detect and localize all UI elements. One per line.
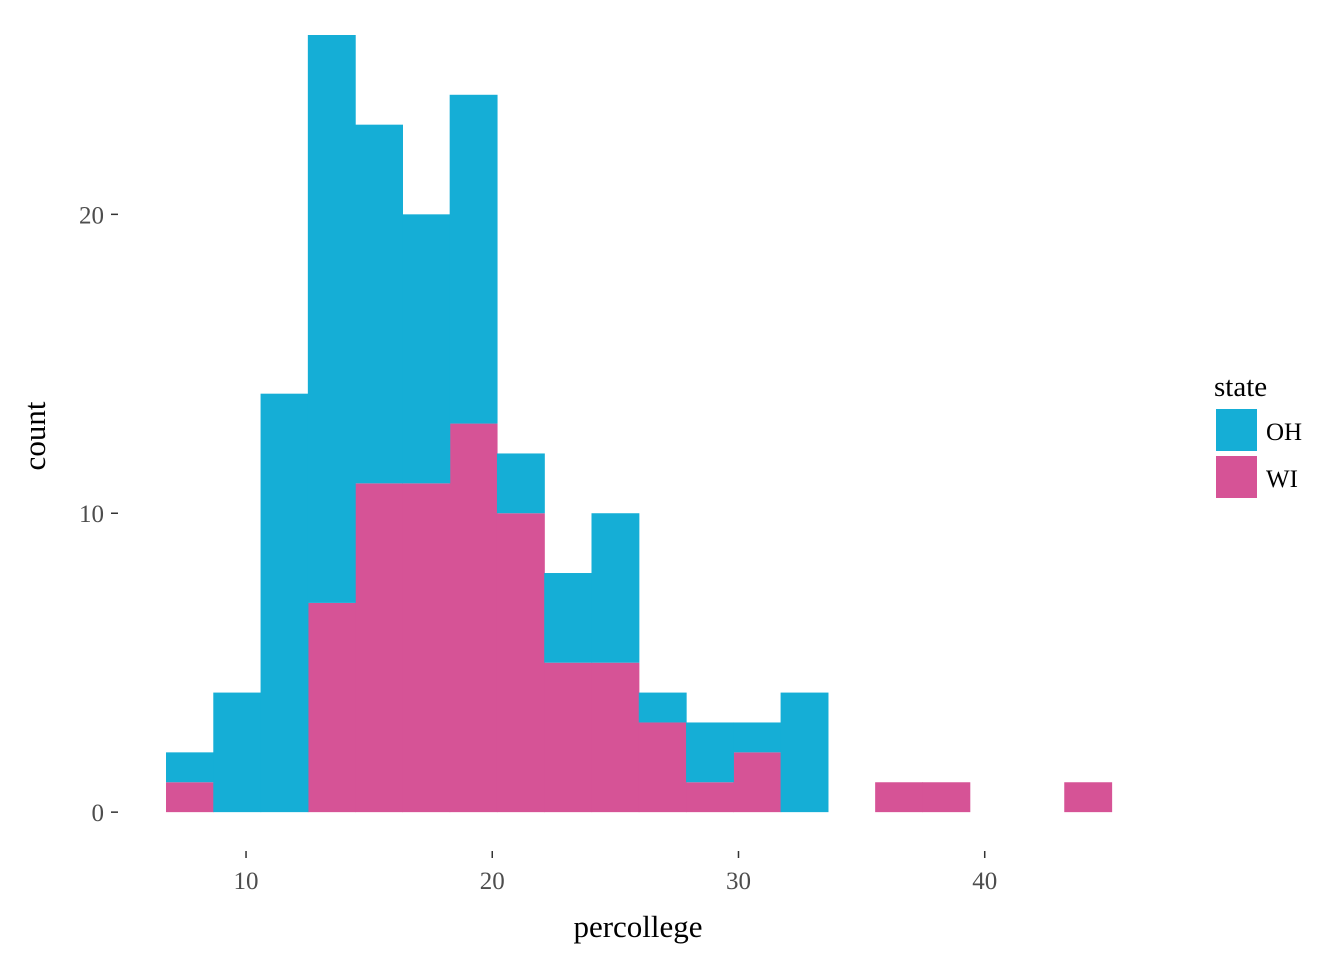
bar-wi-6 (449, 423, 498, 813)
bar-wi-19 (1064, 782, 1113, 813)
bar-oh-11 (686, 722, 734, 783)
x-tick-label-30: 30 (726, 868, 751, 895)
bar-oh-8 (544, 573, 593, 663)
bar-oh-12 (733, 722, 782, 753)
bar-wi-8 (544, 662, 593, 813)
bar-wi-10 (638, 722, 687, 813)
bar-wi-7 (496, 513, 545, 813)
bar-oh-4 (355, 124, 403, 484)
bar-oh-1 (213, 692, 262, 813)
y-tick-label-10: 10 (79, 501, 104, 528)
x-axis: 10 20 30 40 (234, 851, 997, 895)
bar-oh-5 (402, 214, 451, 484)
bar-oh-6 (449, 94, 498, 424)
bar-wi-0 (166, 782, 214, 813)
bar-oh-0 (166, 752, 214, 783)
bar-oh-10 (638, 692, 687, 723)
y-tick-label-20: 20 (79, 202, 104, 229)
legend-key-wi (1216, 456, 1257, 498)
bar-wi-4 (355, 483, 403, 813)
legend-title: state (1214, 371, 1267, 403)
bar-oh-7 (496, 453, 545, 514)
bar-oh-3 (307, 35, 356, 603)
bar-wi-12 (733, 752, 782, 813)
legend: state OH WI (1214, 371, 1302, 498)
y-axis: 0 10 20 (79, 202, 118, 827)
bar-wi-9 (591, 662, 640, 813)
bar-oh-9 (591, 513, 640, 663)
y-tick-label-0: 0 (92, 800, 105, 827)
x-tick-label-20: 20 (480, 868, 505, 895)
bar-wi-3 (307, 602, 356, 813)
bar-oh-2 (260, 393, 309, 813)
x-axis-title: percollege (573, 909, 702, 944)
y-axis-title: count (17, 401, 52, 470)
legend-key-oh (1216, 409, 1257, 451)
bar-wi-16 (922, 782, 971, 813)
legend-label-oh: OH (1266, 419, 1302, 446)
bar-oh-13 (780, 692, 829, 813)
x-tick-label-40: 40 (972, 868, 997, 895)
x-tick-label-10: 10 (234, 868, 259, 895)
legend-label-wi: WI (1266, 466, 1298, 493)
bar-wi-11 (686, 782, 734, 813)
bar-wi-15 (875, 782, 924, 813)
bar-wi-5 (402, 483, 451, 813)
bars-layer (166, 35, 1113, 813)
